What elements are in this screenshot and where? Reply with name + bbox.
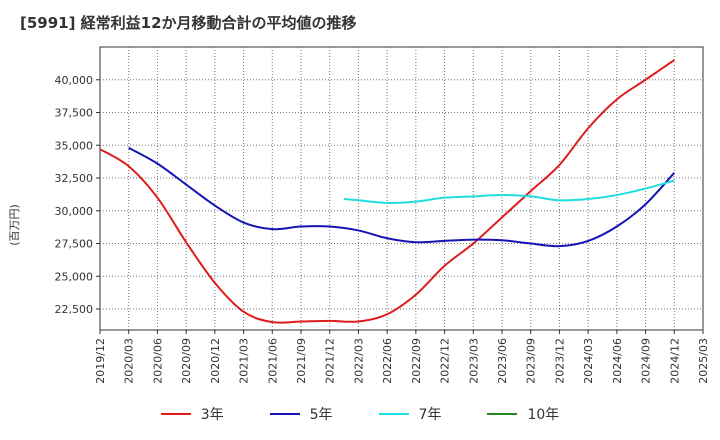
x-tick-label: 2023/09 [525,338,538,384]
y-tick-label: 27,500 [55,238,94,251]
x-tick-label: 2020/12 [209,338,222,384]
legend: 3年 5年 7年 10年 [0,404,720,424]
y-tick-label: 32,500 [55,172,94,185]
legend-item: 5年 [269,404,333,424]
x-tick-label: 2023/06 [496,338,509,384]
x-tick-label: 2022/06 [381,338,394,384]
y-tick-label: 40,000 [55,74,94,87]
x-tick-label: 2022/03 [352,338,365,384]
x-tick-label: 2025/03 [697,338,710,384]
x-tick-label: 2023/12 [553,338,566,384]
series-line-2 [128,147,676,248]
legend-swatch [378,413,409,415]
x-tick-label: 2020/06 [151,338,164,384]
x-tick-label: 2022/09 [410,338,423,384]
legend-swatch [487,413,518,415]
x-tick-label: 2021/09 [295,338,308,384]
y-tick-label: 22,500 [55,303,94,316]
x-tick-label: 2024/09 [640,338,653,384]
x-tick-label: 2024/12 [668,338,681,384]
legend-label: 10年 [527,407,560,423]
legend-label: 5年 [309,407,333,423]
legend-label: 3年 [200,407,224,423]
x-tick-label: 2020/03 [123,338,136,384]
series-line-3 [343,179,675,204]
y-tick-label: 30,000 [55,205,94,218]
legend-item: 10年 [487,404,559,424]
y-tick-label: 37,500 [55,107,94,120]
y-tick-label: 25,000 [55,270,94,283]
x-tick-label: 2023/03 [467,338,480,384]
y-tick-label: 35,000 [55,139,94,152]
legend-label: 7年 [418,407,442,423]
x-tick-label: 2022/12 [439,338,452,384]
series-line-1 [99,59,675,324]
legend-item: 7年 [378,404,442,424]
x-tick-label: 2021/06 [266,338,279,384]
x-tick-label: 2020/09 [180,338,193,384]
x-tick-label: 2019/12 [94,338,107,384]
legend-swatch [160,413,191,415]
legend-swatch [269,413,300,415]
x-tick-label: 2024/03 [582,338,595,384]
chart-title: [5991] 経常利益12か月移動合計の平均値の推移 [20,14,357,32]
legend-item: 3年 [160,404,224,424]
x-tick-label: 2021/03 [238,338,251,384]
plot-border [99,46,704,331]
x-tick-label: 2024/06 [611,338,624,384]
x-tick-label: 2021/12 [324,338,337,384]
